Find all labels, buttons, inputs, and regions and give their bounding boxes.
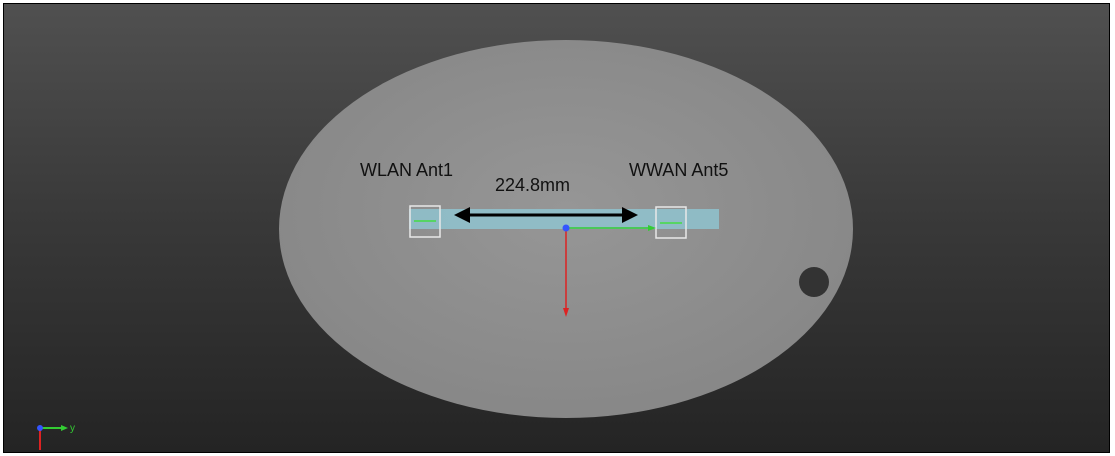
3d-viewport[interactable]: y WLAN Ant1 224.8mm WWAN Ant5: [3, 3, 1110, 453]
model-scene: y: [37, 40, 853, 450]
right-antenna-marker[interactable]: [655, 206, 687, 239]
origin-y-axis-arrowhead: [648, 225, 656, 231]
mounting-hole: [799, 267, 829, 297]
triad-z-axis: [37, 425, 43, 431]
coordinate-triad: y: [37, 423, 75, 450]
triad-y-label: y: [70, 423, 75, 434]
origin-point: [562, 224, 570, 232]
left-antenna-marker[interactable]: [409, 205, 441, 238]
dimension-arrow-left-head: [454, 207, 470, 223]
triad-y-arrowhead: [61, 425, 68, 431]
left-antenna-label: WLAN Ant1: [360, 160, 454, 180]
distance-label: 224.8mm: [495, 175, 571, 195]
origin-x-axis-arrowhead: [563, 308, 569, 317]
right-antenna-label: WWAN Ant5: [629, 160, 729, 180]
dimension-arrow-right-head: [622, 207, 638, 223]
